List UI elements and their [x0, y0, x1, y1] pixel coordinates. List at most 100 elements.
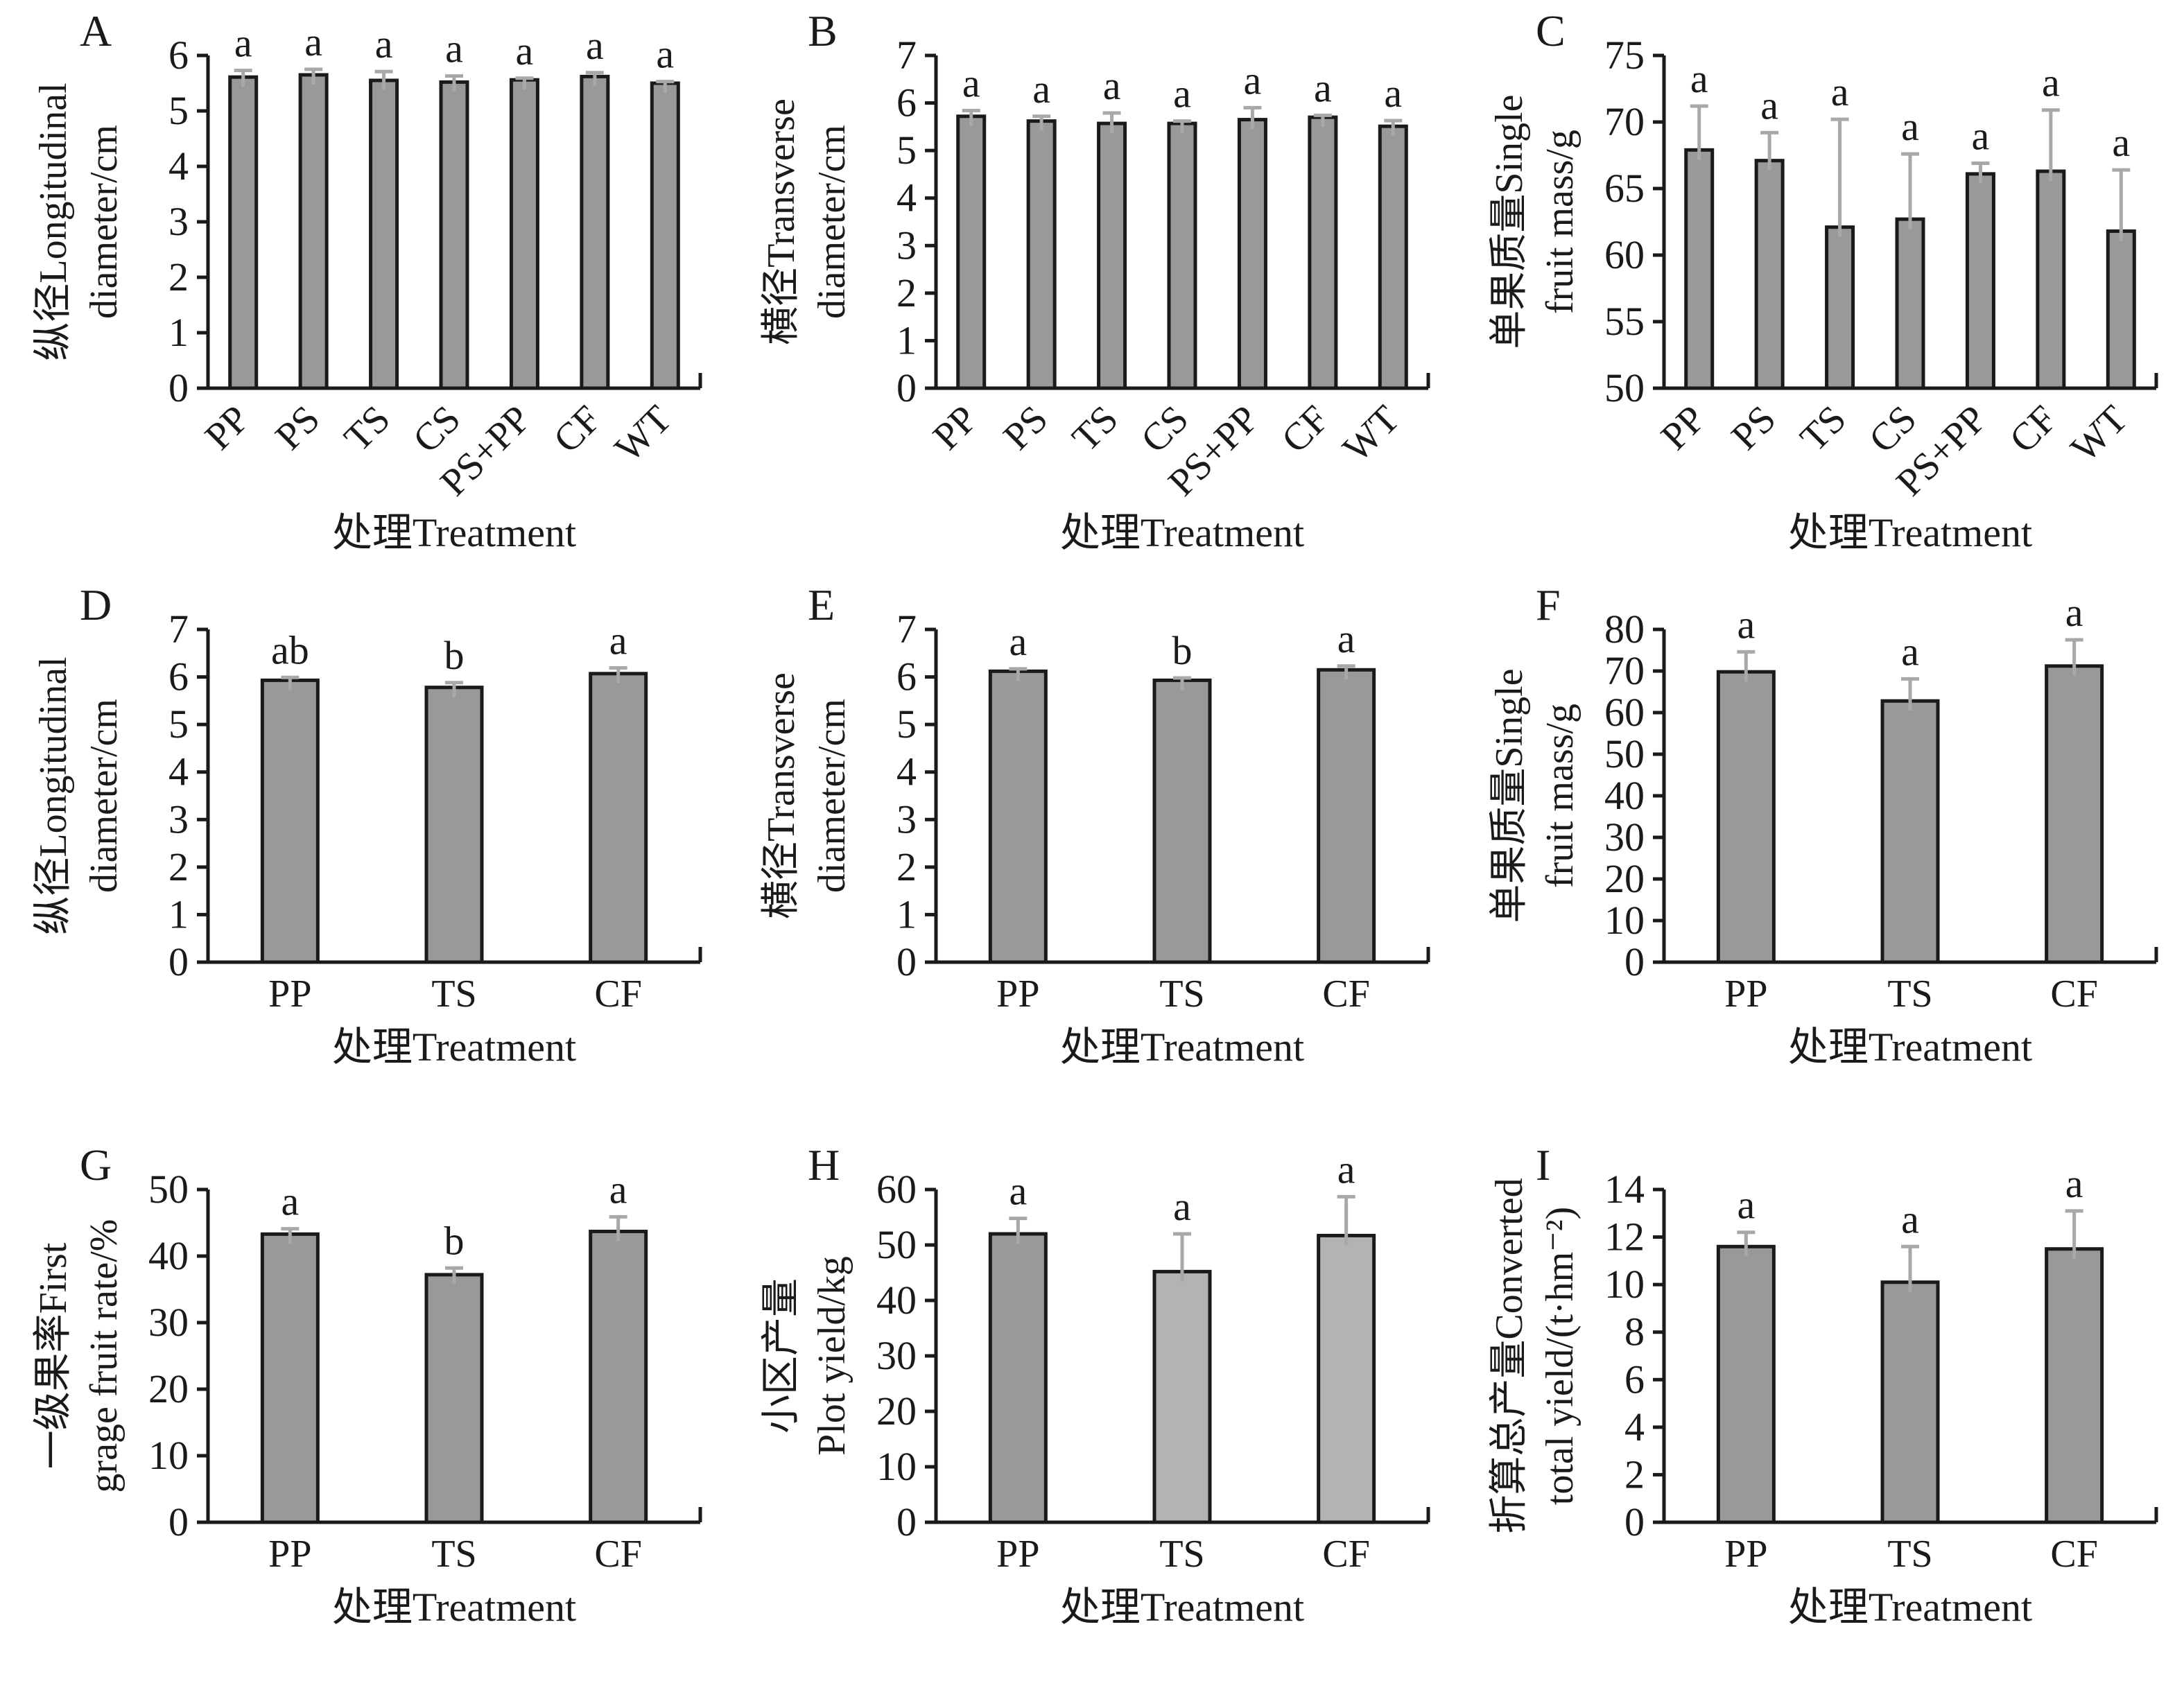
y-tick-label: 0 — [168, 939, 189, 984]
sig-letter-CF: a — [609, 618, 627, 663]
y-axis-label-line1: 纵径Longitudinal — [32, 82, 75, 360]
bar-PP — [1684, 148, 1715, 390]
x-tick-label-CF: CF — [2050, 1533, 2098, 1576]
sig-letter-PS: a — [304, 19, 322, 64]
sig-letter-PP: a — [1690, 56, 1708, 101]
sig-letter-TS: a — [1831, 69, 1849, 114]
y-axis-label-line1: 单果质量Single — [1488, 668, 1531, 923]
bar-PP — [988, 1232, 1048, 1524]
sig-letter-TS: a — [375, 21, 393, 67]
sig-letter-CF: a — [609, 1167, 627, 1212]
x-axis-label: 处理Treatment — [1788, 1025, 2032, 1070]
bar-PP — [260, 678, 320, 964]
x-tick-label-TS: TS — [1887, 1533, 1932, 1576]
panel-letter: G — [80, 1140, 112, 1190]
y-tick-label: 3 — [168, 796, 189, 842]
bar-TS — [1825, 225, 1855, 390]
bar-PP — [988, 669, 1048, 964]
bar-WT — [2106, 229, 2136, 390]
x-tick-label-TS: TS — [336, 397, 399, 460]
x-tick-label-PP: PP — [996, 1533, 1039, 1576]
sig-letter-CF: a — [2065, 1161, 2083, 1206]
x-tick-label-PP: PP — [268, 1533, 311, 1576]
bar-CF — [2045, 664, 2104, 964]
x-axis-label: 处理Treatment — [1788, 1585, 2032, 1630]
x-tick-label-PP: PP — [925, 397, 986, 458]
sig-letter-TS: a — [1103, 63, 1121, 108]
sig-letter-TS: a — [1901, 629, 1919, 674]
panel-G: G 0 10 20 30 40 50 a PP b TS a CF 处理Treatment 一级果率Firs… — [0, 1120, 728, 1681]
panel-D: D 0 1 2 3 4 5 6 7 ab PP b TS a CF 处理Treatment 纵径Longitud… — [0, 560, 728, 1120]
y-tick-label: 5 — [896, 128, 917, 173]
y-tick-label: 3 — [896, 223, 917, 268]
panel-A: A 0 1 2 3 4 5 6 a PP a PS a TS a CS a PS+PP a CF a WT 处理Treatm… — [0, 0, 728, 560]
x-tick-label-PS: PS — [1723, 397, 1784, 458]
x-tick-label-TS: TS — [431, 1533, 476, 1576]
sig-letter-CF: a — [586, 23, 604, 68]
chart-svg-H: H 0 10 20 30 40 50 60 a PP a TS a CF 处理Treatment 小区产量 Pl… — [760, 1140, 1430, 1630]
sig-letter-PP: a — [1009, 1169, 1027, 1214]
x-tick-label-CF: CF — [1322, 1533, 1370, 1576]
y-tick-label: 2 — [896, 270, 917, 315]
y-tick-label: 3 — [896, 796, 917, 842]
x-tick-label-CF: CF — [594, 1533, 642, 1576]
panel-letter: D — [80, 580, 112, 629]
y-tick-label: 3 — [168, 199, 189, 244]
panel-F: F 0 10 20 30 40 50 60 70 80 a PP a TS a CF 处理Treatment 单果… — [1456, 560, 2184, 1120]
x-tick-label-PP: PP — [268, 973, 311, 1016]
bar-CS — [1895, 217, 1925, 390]
y-tick-label: 1 — [896, 317, 917, 363]
sig-letter-WT: a — [2112, 120, 2130, 165]
bar-CF — [1317, 1233, 1376, 1524]
y-tick-label: 2 — [168, 254, 189, 299]
bar-CF — [589, 672, 648, 964]
y-tick-label: 5 — [168, 88, 189, 133]
bar-TS — [1880, 699, 1940, 964]
y-tick-label: 30 — [1604, 815, 1645, 860]
x-tick-label-PP: PP — [1724, 1533, 1767, 1576]
bar-CF — [580, 74, 610, 390]
y-tick-label: 4 — [168, 143, 189, 189]
panel-H: H 0 10 20 30 40 50 60 a PP a TS a CF 处理Treatment 小区产量 Pl… — [728, 1120, 1456, 1681]
bar-TS — [1152, 678, 1212, 964]
y-tick-label: 60 — [876, 1167, 917, 1212]
x-tick-label-PP: PP — [1724, 973, 1767, 1016]
y-tick-label: 0 — [1624, 939, 1645, 984]
x-axis-label: 处理Treatment — [332, 1585, 576, 1630]
panel-letter: C — [1536, 6, 1566, 55]
x-tick-label-TS: TS — [431, 973, 476, 1016]
y-tick-label: 6 — [168, 654, 189, 699]
y-tick-label: 30 — [148, 1300, 189, 1345]
bar-PS+PP — [1237, 118, 1267, 390]
x-tick-label-TS: TS — [1064, 397, 1127, 460]
sig-letter-TS: b — [444, 1218, 465, 1263]
y-axis-label-line2: Plot yield/kg — [811, 1256, 853, 1456]
y-tick-label: 50 — [876, 1222, 917, 1267]
x-tick-label-PS: PS — [995, 397, 1056, 458]
bar-CF — [2045, 1247, 2104, 1524]
sig-letter-WT: a — [656, 32, 674, 77]
y-tick-label: 1 — [168, 310, 189, 355]
y-tick-label: 60 — [1604, 690, 1645, 735]
y-axis-label-line2: diameter/cm — [83, 699, 125, 893]
x-tick-label-TS: TS — [1887, 973, 1932, 1016]
x-tick-label-PP: PP — [996, 973, 1039, 1016]
sig-letter-WT: a — [1384, 71, 1402, 116]
y-tick-label: 0 — [896, 365, 917, 410]
bar-PP — [228, 75, 259, 390]
bar-PS — [298, 73, 329, 390]
sig-letter-PP: a — [1737, 602, 1755, 647]
sig-letter-PP: a — [1737, 1183, 1755, 1228]
bar-TS — [424, 686, 484, 964]
bar-CF — [1308, 115, 1338, 390]
chart-svg-G: G 0 10 20 30 40 50 a PP b TS a CF 处理Treatment 一级果率Firs… — [32, 1140, 702, 1630]
sig-letter-PP: a — [1009, 619, 1027, 664]
y-axis-label-line1: 一级果率First — [32, 1242, 75, 1469]
panel-E: E 0 1 2 3 4 5 6 7 a PP b TS a CF 处理Treatment 横径Transvers… — [728, 560, 1456, 1120]
y-axis-label-line2: diameter/cm — [83, 125, 125, 319]
bar-CF — [1317, 668, 1376, 964]
